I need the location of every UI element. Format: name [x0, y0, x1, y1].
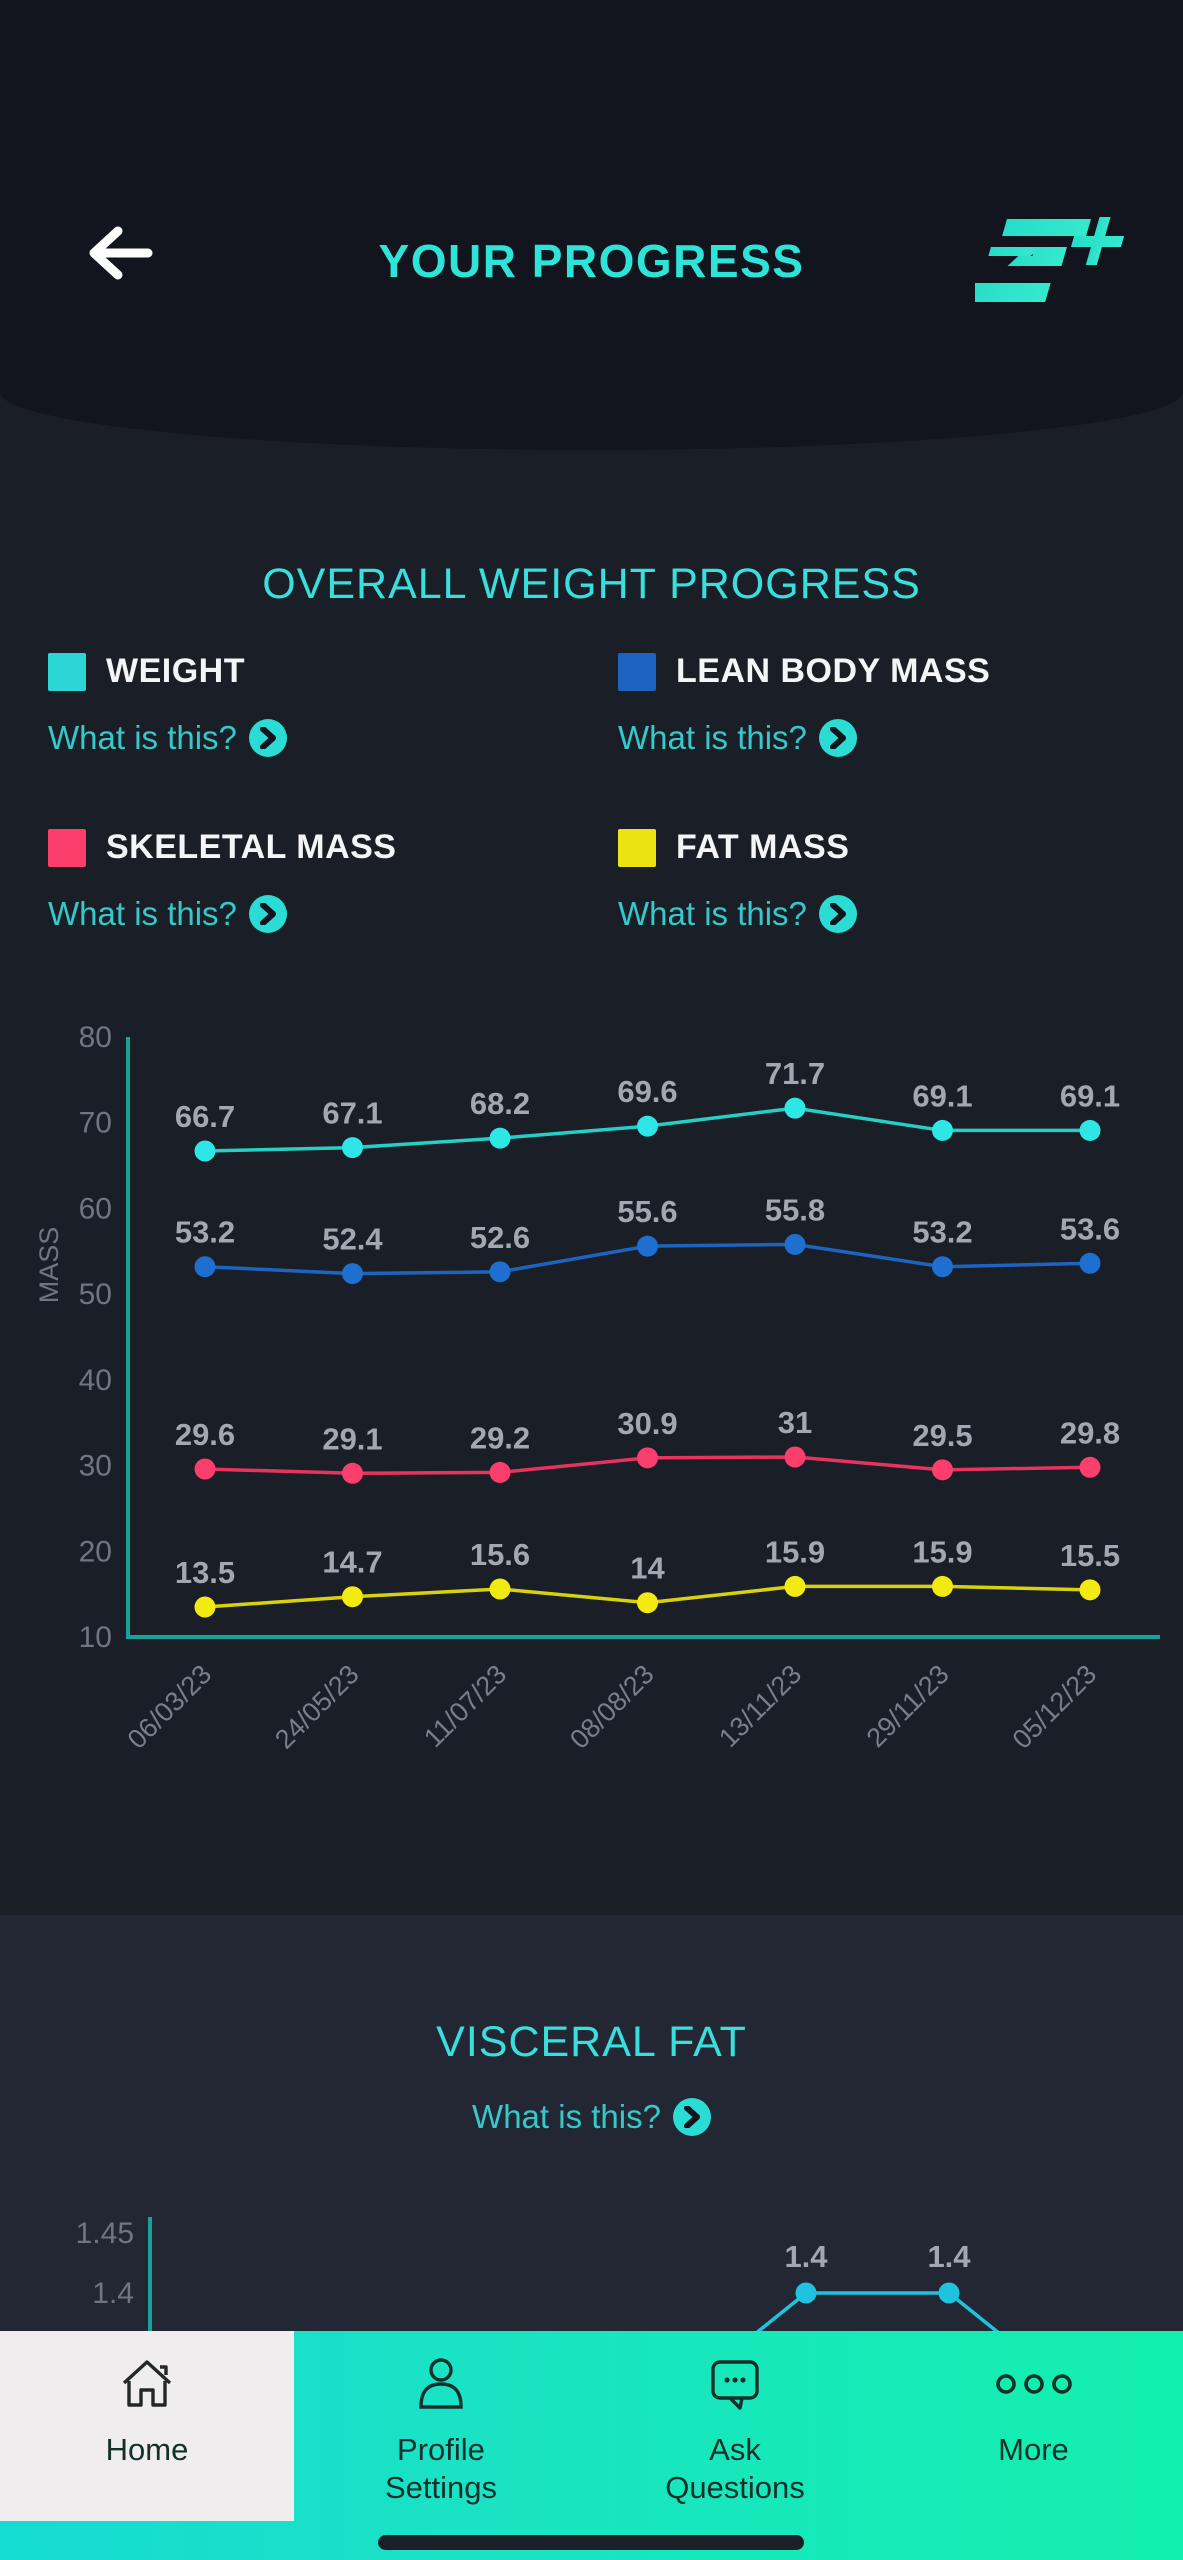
svg-text:29.2: 29.2 — [470, 1420, 530, 1455]
legend-label: WEIGHT — [106, 652, 245, 690]
chevron-right-icon — [818, 895, 857, 933]
svg-text:53.2: 53.2 — [175, 1215, 235, 1250]
svg-text:67.1: 67.1 — [322, 1096, 382, 1131]
svg-text:10: 10 — [79, 1621, 112, 1654]
nav-item-more[interactable]: More — [884, 2353, 1183, 2543]
profile-icon — [410, 2353, 472, 2415]
legend-label: SKELETAL MASS — [106, 828, 397, 866]
home-icon — [116, 2353, 178, 2415]
back-button[interactable] — [86, 222, 156, 284]
svg-text:29.5: 29.5 — [912, 1418, 972, 1453]
visceral-fat-info-link[interactable]: What is this? — [472, 2098, 711, 2136]
svg-text:30: 30 — [79, 1450, 112, 1483]
svg-text:29.6: 29.6 — [175, 1417, 235, 1452]
svg-text:70: 70 — [79, 1107, 112, 1140]
svg-text:15.9: 15.9 — [912, 1534, 972, 1569]
legend-item-lean-body-mass: LEAN BODY MASS What is this? — [618, 652, 990, 757]
svg-text:53.2: 53.2 — [912, 1215, 972, 1250]
svg-text:31: 31 — [778, 1405, 812, 1440]
svg-text:50: 50 — [79, 1278, 112, 1311]
svg-text:55.6: 55.6 — [617, 1194, 677, 1229]
lean-body-mass-swatch — [618, 652, 656, 691]
svg-text:11/07/23: 11/07/23 — [418, 1659, 512, 1753]
page-title: YOUR PROGRESS — [378, 235, 805, 287]
weight-chart-svg: 80 70 60 50 40 30 20 10 MASS 66.7 67.1 68.2 69.6 71.7… — [34, 1021, 1160, 1755]
bottom-navbar: Home Profile Settings Ask Q — [0, 2331, 1183, 2560]
svg-text:13/11/23: 13/11/23 — [713, 1659, 807, 1753]
svg-text:52.4: 52.4 — [322, 1222, 383, 1257]
svg-text:68.2: 68.2 — [470, 1086, 530, 1121]
weight-info-link[interactable]: What is this? — [48, 719, 287, 757]
svg-text:40: 40 — [79, 1364, 112, 1397]
nav-item-home[interactable]: Home — [0, 2353, 294, 2543]
chevron-right-icon — [672, 2098, 711, 2136]
svg-text:80: 80 — [79, 1021, 112, 1054]
svg-text:30.9: 30.9 — [617, 1406, 677, 1441]
svg-text:14.7: 14.7 — [322, 1545, 382, 1580]
back-arrow-icon — [89, 226, 153, 280]
visceral-fat-title: VISCERAL FAT — [436, 2018, 747, 2066]
svg-text:55.8: 55.8 — [765, 1192, 825, 1227]
legend-label: FAT MASS — [676, 828, 850, 866]
weight-progress-chart: 80 70 60 50 40 30 20 10 MASS 66.7 67.1 68.2 69.6 71.7… — [0, 1000, 1183, 1800]
ellipsis-icon — [989, 2353, 1079, 2415]
svg-text:1.4: 1.4 — [92, 2277, 134, 2310]
nav-item-ask-questions[interactable]: Ask Questions — [588, 2353, 882, 2543]
visceral-fat-info-wrap: What is this? — [0, 2098, 1183, 2136]
fat-mass-info-link[interactable]: What is this? — [618, 895, 857, 933]
legend-item-weight: WEIGHT What is this? — [48, 652, 287, 757]
header: YOUR PROGRESS — [0, 0, 1183, 450]
svg-text:69.1: 69.1 — [912, 1078, 972, 1113]
chevron-right-icon — [248, 895, 287, 933]
lean-body-mass-info-link[interactable]: What is this? — [618, 719, 990, 757]
weight-swatch — [48, 652, 86, 691]
svg-text:20: 20 — [79, 1535, 112, 1568]
svg-text:29.1: 29.1 — [322, 1421, 382, 1456]
chevron-right-icon — [248, 719, 287, 757]
svg-text:66.7: 66.7 — [175, 1099, 235, 1134]
svg-text:1.4: 1.4 — [784, 2239, 828, 2274]
skeletal-mass-info-link[interactable]: What is this? — [48, 895, 397, 933]
svg-text:69.6: 69.6 — [617, 1074, 677, 1109]
legend-item-fat-mass: FAT MASS What is this? — [618, 828, 857, 933]
skeletal-mass-swatch — [48, 828, 86, 867]
svg-text:29.8: 29.8 — [1060, 1415, 1120, 1450]
svg-text:05/12/23: 05/12/23 — [1007, 1659, 1103, 1755]
svg-text:60: 60 — [79, 1192, 112, 1225]
svg-text:24/05/23: 24/05/23 — [269, 1659, 365, 1755]
svg-text:1.4: 1.4 — [927, 2239, 971, 2274]
svg-text:1.45: 1.45 — [76, 2217, 134, 2250]
svg-text:53.6: 53.6 — [1060, 1211, 1120, 1246]
legend-item-skeletal-mass: SKELETAL MASS What is this? — [48, 828, 397, 933]
svg-text:15.6: 15.6 — [470, 1537, 530, 1572]
svg-text:29/11/23: 29/11/23 — [861, 1659, 955, 1753]
svg-text:71.7: 71.7 — [765, 1056, 825, 1091]
svg-text:06/03/23: 06/03/23 — [122, 1659, 218, 1755]
svg-text:14: 14 — [630, 1551, 665, 1586]
brand-logo-icon — [961, 205, 1165, 320]
home-indicator[interactable] — [378, 2535, 804, 2550]
nav-item-profile-settings[interactable]: Profile Settings — [294, 2353, 588, 2543]
fat-mass-swatch — [618, 828, 656, 867]
chevron-right-icon — [818, 719, 857, 757]
svg-text:08/08/23: 08/08/23 — [564, 1659, 660, 1755]
weight-section-title: OVERALL WEIGHT PROGRESS — [262, 560, 921, 608]
legend-label: LEAN BODY MASS — [676, 652, 991, 690]
svg-text:MASS: MASS — [34, 1227, 64, 1304]
svg-text:15.9: 15.9 — [765, 1534, 825, 1569]
svg-text:69.1: 69.1 — [1060, 1078, 1120, 1113]
svg-text:52.6: 52.6 — [470, 1220, 530, 1255]
svg-text:15.5: 15.5 — [1060, 1538, 1120, 1573]
visceral-fat-chart: 1.45 1.4 1.4 1.4 — [0, 2190, 1183, 2331]
chat-bubble-icon — [704, 2353, 766, 2415]
visceral-chart-svg: 1.45 1.4 1.4 1.4 — [76, 2217, 1000, 2331]
svg-text:13.5: 13.5 — [175, 1555, 235, 1590]
